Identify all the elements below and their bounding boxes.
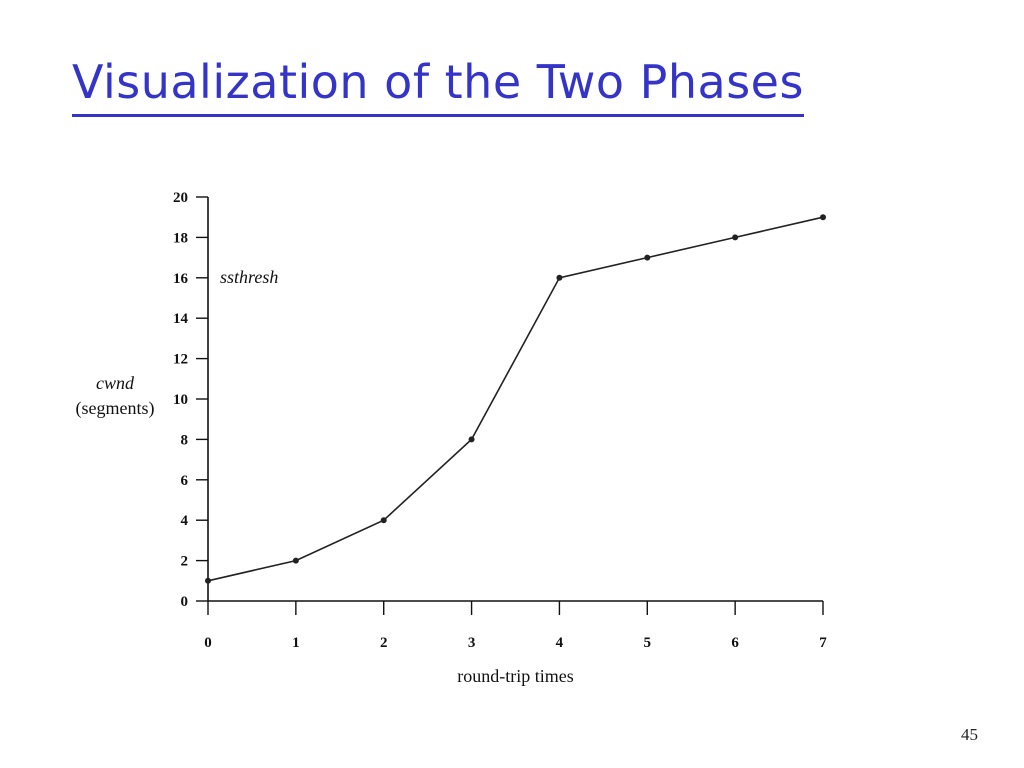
cwnd-data-point	[644, 254, 651, 261]
axes-layer	[207, 197, 823, 602]
x-axis-label: round-trip times	[457, 666, 573, 686]
cwnd-data-point	[732, 234, 739, 241]
y-tick-label: 20	[173, 190, 188, 206]
labels-layer: round-trip times cwnd (segments) ssthresh	[76, 267, 574, 686]
cwnd-data-point	[820, 214, 826, 221]
cwnd-data-point	[380, 517, 387, 524]
page-number: 45	[961, 725, 978, 744]
x-tick-label: 6	[731, 635, 739, 651]
cwnd-data-point	[468, 436, 475, 443]
cwnd-data-point	[292, 557, 299, 564]
y-tick-label: 10	[173, 392, 188, 408]
y-tick-label: 6	[181, 473, 189, 489]
y-tick-label: 0	[181, 594, 189, 610]
y-tick-label: 18	[173, 230, 188, 246]
x-tick-label: 5	[644, 635, 652, 651]
x-tick-label: 1	[292, 635, 300, 651]
x-tick-label: 7	[819, 635, 827, 651]
series-layer	[205, 214, 826, 584]
y-tick-label: 2	[181, 554, 189, 570]
slide-title: Visualization of the Two Phases	[72, 52, 804, 117]
x-tick-label: 0	[204, 635, 212, 651]
y-tick-label: 16	[173, 271, 189, 287]
x-tick-label: 3	[468, 635, 476, 651]
y-tick-label: 14	[173, 311, 189, 327]
cwnd-data-point	[205, 577, 211, 584]
y-axis-label-cwnd: cwnd	[96, 373, 135, 393]
cwnd-series-line	[207, 216, 824, 582]
x-tick-label: 2	[380, 635, 388, 651]
ssthresh-annotation: ssthresh	[220, 267, 278, 287]
y-axis-label-segments: (segments)	[76, 398, 155, 419]
cwnd-data-point	[556, 274, 563, 281]
y-tick-label: 4	[181, 513, 189, 529]
y-tick-label: 8	[181, 432, 189, 448]
x-tick-label: 4	[556, 635, 564, 651]
y-tick-label: 12	[173, 352, 188, 368]
